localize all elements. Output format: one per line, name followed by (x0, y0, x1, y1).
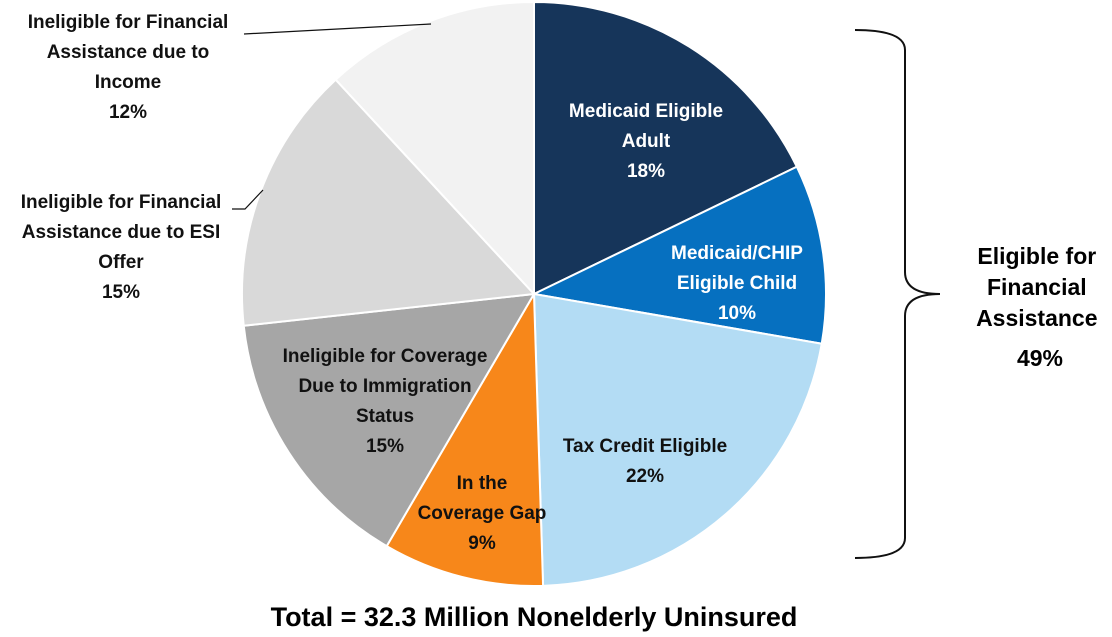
pie-slice (242, 292, 536, 548)
bracket-label-line: Assistance (976, 305, 1097, 331)
bracket-label-line: Eligible for (977, 243, 1096, 269)
slice-label: Tax Credit Eligible 22% (563, 436, 727, 487)
bracket-label: Eligible for Financial Assistance 49% (976, 243, 1104, 371)
slice-label: In the Coverage Gap 9% (418, 473, 547, 554)
slice-label-line: Eligible Child (677, 273, 797, 294)
slice-label-value: 12% (109, 102, 147, 123)
slice-label-line: Ineligible for Financial (21, 192, 222, 213)
slice-label-line: Coverage Gap (418, 503, 547, 524)
slice-labels: Medicaid Eligible Adult 18% Medicaid/CHIP El… (21, 12, 804, 554)
slice-label: Ineligible for Financial Assistance due t… (28, 12, 229, 123)
slice-label-line: In the (457, 473, 508, 494)
total-label: Total = 32.3 Million Nonelderly Uninsure… (271, 602, 798, 632)
slice-label-line: Medicaid Eligible (569, 101, 723, 122)
slice-label-line: Ineligible for Financial (28, 12, 229, 33)
slice-label-value: 10% (718, 303, 756, 324)
slice-label: Ineligible for Coverage Due to Immigratio… (283, 346, 488, 457)
slice-label-value: 9% (468, 533, 496, 554)
slice-label-line: Due to Immigration (298, 376, 471, 397)
slice-label-line: Tax Credit Eligible (563, 436, 727, 457)
bracket-label-value: 49% (1017, 345, 1063, 371)
slice-label: Ineligible for Financial Assistance due t… (21, 192, 222, 303)
pie-slice (530, 165, 827, 345)
slice-label-line: Adult (622, 131, 671, 152)
leader-line (243, 23, 432, 35)
slice-label-line: Assistance due to ESI (22, 222, 221, 243)
pie-slice (241, 78, 537, 327)
pie-slice (334, 0, 535, 297)
slice-label-value: 18% (627, 161, 665, 182)
slice-label-line: Offer (98, 252, 144, 273)
bracket-label-line: Financial (987, 274, 1087, 300)
leader-line (232, 189, 264, 210)
slice-label-line: Assistance due to (47, 42, 210, 63)
pie-slice (532, 292, 823, 587)
slice-label-line: Medicaid/CHIP (671, 243, 803, 264)
pie-slice (385, 290, 545, 587)
slice-label: Medicaid/CHIP Eligible Child 10% (671, 243, 803, 324)
pie-slice (533, 0, 799, 296)
financial-assistance-bracket (854, 29, 941, 559)
slice-label-value: 22% (626, 466, 664, 487)
slice-label-value: 15% (366, 436, 404, 457)
slice-label: Medicaid Eligible Adult 18% (569, 101, 723, 182)
leader-lines (232, 23, 432, 210)
slice-label-line: Status (356, 406, 414, 427)
slice-label-value: 15% (102, 282, 140, 303)
slice-label-line: Ineligible for Coverage (283, 346, 488, 367)
pie-slices (241, 0, 827, 587)
slice-label-line: Income (95, 72, 162, 93)
